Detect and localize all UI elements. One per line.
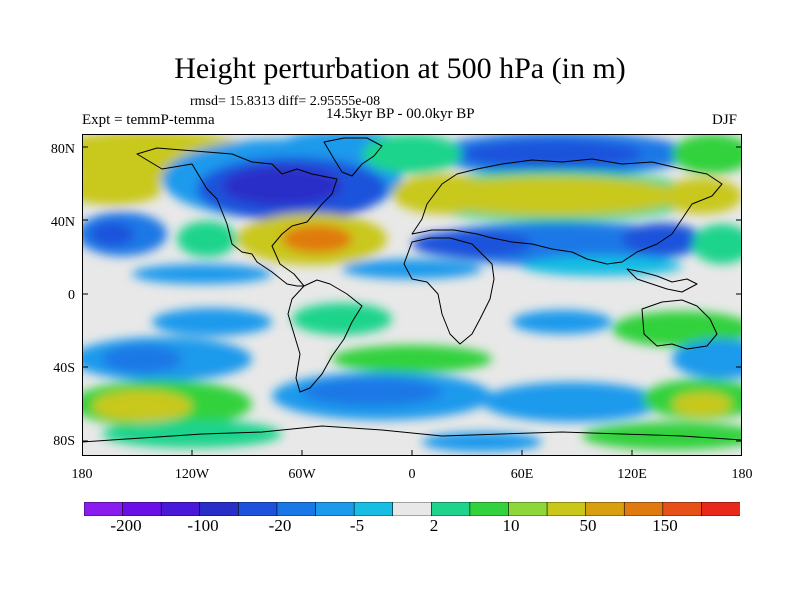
- pacific-negative-core: [90, 222, 134, 246]
- south-pacific-negative: [152, 308, 272, 336]
- colorbar-swatch: [430, 502, 471, 516]
- se-positive: [672, 392, 732, 416]
- colorbar-swatch: [508, 502, 548, 516]
- colorbar-swatch: [315, 502, 355, 516]
- lon-label-120e: 120E: [617, 467, 647, 482]
- lon-label-120w: 120W: [174, 467, 210, 482]
- period-label: 14.5kyr BP - 00.0kyr BP: [326, 106, 475, 122]
- north-america-coast: [136, 147, 338, 287]
- maritime-continent-coast: [626, 268, 698, 293]
- lat-label-80s: 80S: [53, 434, 75, 449]
- southern-indian-negative: [482, 382, 662, 422]
- antarctic-negative: [422, 432, 542, 452]
- colorbar-label: -100: [187, 516, 219, 535]
- colorbar-swatch: [662, 502, 703, 516]
- australia-green: [612, 311, 742, 347]
- colorbar-label: 150: [652, 516, 678, 535]
- tick-marks: [82, 146, 742, 456]
- southern-ocean-core: [302, 378, 442, 406]
- asia-negative-core: [622, 223, 702, 255]
- colorbar-swatch: [701, 502, 740, 516]
- africa-coast: [403, 237, 495, 345]
- lon-label-60w: 60W: [288, 467, 316, 482]
- tropical-negative-3: [522, 256, 682, 276]
- colorbar-label: -5: [349, 516, 365, 535]
- tropical-negative-2: [342, 259, 482, 279]
- south-america-green: [292, 303, 392, 335]
- colorbar-swatch: [160, 502, 201, 516]
- nw-positive-anomaly-2: [82, 173, 162, 205]
- lat-label-0: 0: [68, 288, 75, 303]
- colorbar-swatch: [469, 502, 510, 516]
- colorbar: [84, 502, 740, 516]
- colorbar-swatch: [122, 502, 162, 516]
- colorbar-swatch: [84, 502, 124, 516]
- antarctic-green-w: [102, 420, 282, 448]
- height-perturbation-map: [82, 134, 742, 456]
- lat-label-80n: 80N: [50, 142, 75, 157]
- lon-label-0: 0: [408, 467, 416, 482]
- sw-pacific-core: [102, 345, 182, 373]
- colorbar-swatch: [276, 502, 317, 516]
- season-label: DJF: [712, 112, 738, 128]
- colorbar-swatch: [353, 502, 394, 516]
- greenland-coast: [323, 137, 383, 177]
- lon-label-180e: 180: [731, 467, 753, 482]
- n-atlantic-green: [362, 134, 462, 174]
- antarctica-coast: [82, 425, 742, 443]
- colorbar-label: 2: [429, 516, 439, 535]
- ne-asia-positive: [662, 178, 742, 214]
- eurasia-coast: [411, 158, 723, 265]
- lon-label-180w: 180: [71, 467, 93, 482]
- pacific-green: [177, 221, 237, 257]
- lat-label-40n: 40N: [50, 215, 75, 230]
- na-negative-core: [222, 166, 342, 206]
- experiment-label: Expt = temmP-temma: [82, 112, 215, 128]
- south-america-coast: [287, 279, 363, 393]
- sw-positive: [92, 390, 192, 422]
- colorbar-swatch: [585, 502, 626, 516]
- colorbar-swatch: [623, 502, 664, 516]
- colorbar-label: 10: [502, 516, 520, 535]
- tropical-negative-1: [132, 264, 272, 284]
- south-atlantic-green: [332, 345, 492, 373]
- ne-green: [672, 134, 742, 174]
- arctic-negative-core: [462, 140, 642, 168]
- lon-label-60e: 60E: [510, 467, 534, 482]
- atlantic-positive-core: [282, 225, 352, 253]
- lat-label-40s: 40S: [53, 361, 75, 376]
- europe-positive: [392, 174, 492, 214]
- colorbar-label: -200: [110, 516, 142, 535]
- plot-title: Height perturbation at 500 hPa (in m): [174, 52, 626, 85]
- nw-pacific-green: [692, 224, 742, 264]
- australia-coast: [641, 299, 718, 350]
- antarctic-green-e: [582, 422, 742, 450]
- colorbar-label: -20: [268, 516, 292, 535]
- colorbar-swatch: [546, 502, 587, 516]
- indian-ocean-negative: [512, 310, 612, 334]
- colorbar-swatch: [199, 502, 240, 516]
- colorbar-swatch: [238, 502, 278, 516]
- rmsd-stats: rmsd= 15.8313 diff= 2.95555e-08: [190, 94, 381, 109]
- colorbar-swatch: [392, 502, 433, 516]
- colorbar-label: 50: [579, 516, 597, 535]
